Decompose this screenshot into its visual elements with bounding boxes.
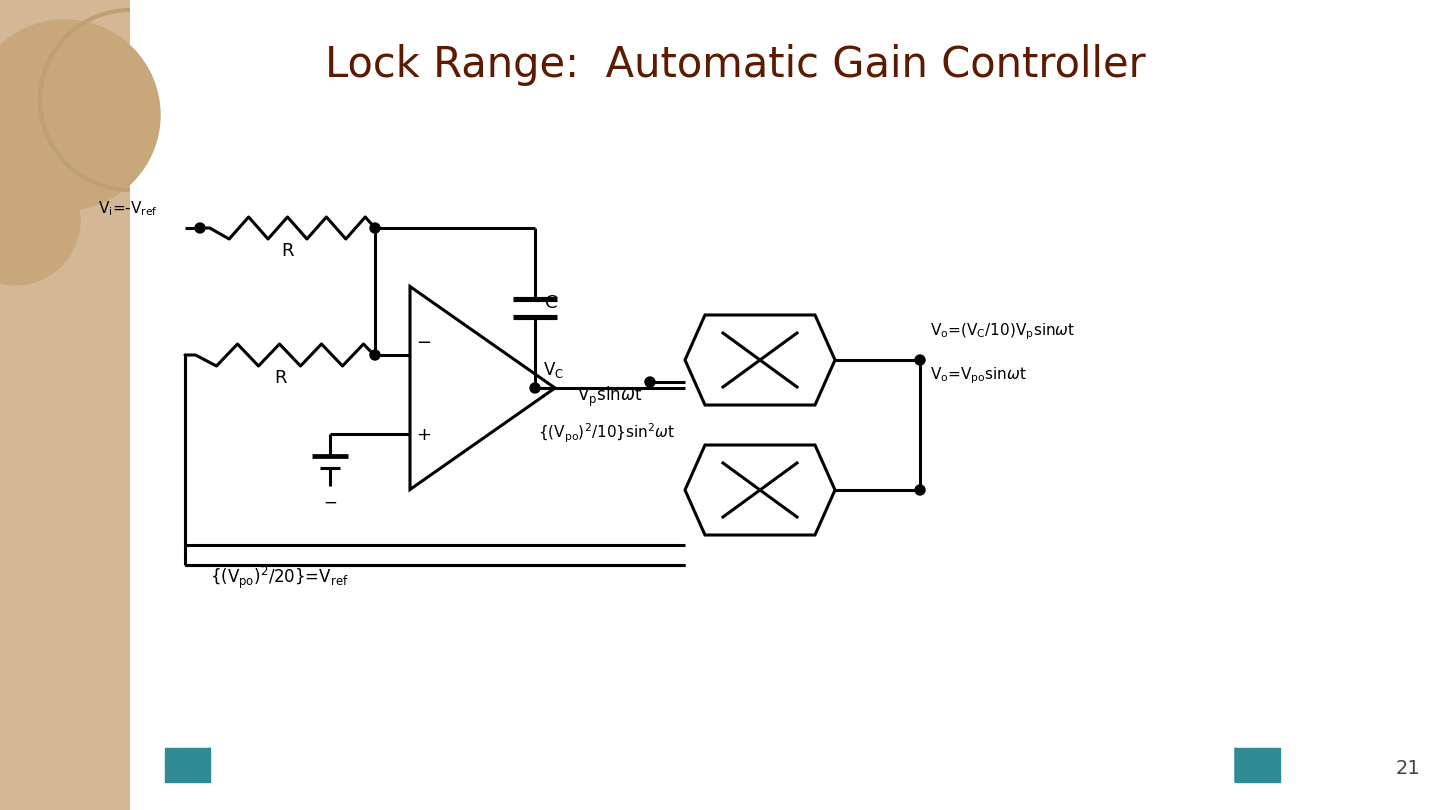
Text: 21: 21: [1395, 758, 1420, 778]
Text: C: C: [544, 294, 557, 312]
Text: R: R: [281, 242, 294, 260]
Text: −: −: [323, 493, 337, 512]
Text: V$_\mathregular{p}$sin$\omega$t: V$_\mathregular{p}$sin$\omega$t: [576, 385, 642, 409]
Text: +: +: [416, 426, 432, 444]
Circle shape: [0, 20, 160, 210]
Text: {(V$_\mathregular{po}$)$^2$/20}=V$_\mathregular{ref}$: {(V$_\mathregular{po}$)$^2$/20}=V$_\math…: [210, 565, 348, 591]
Text: −: −: [416, 335, 432, 352]
Circle shape: [914, 355, 924, 365]
Text: Lock Range:  Automatic Gain Controller: Lock Range: Automatic Gain Controller: [324, 44, 1145, 86]
Text: {(V$_\mathregular{po}$)$^2$/10}sin$^2\omega$t: {(V$_\mathregular{po}$)$^2$/10}sin$^2\om…: [537, 422, 675, 445]
Circle shape: [914, 485, 924, 495]
Circle shape: [0, 155, 81, 285]
Text: V$_\mathregular{o}$=V$_\mathregular{po}$sin$\omega$t: V$_\mathregular{o}$=V$_\mathregular{po}$…: [930, 365, 1027, 386]
Circle shape: [370, 223, 380, 233]
Text: V$_\mathregular{i}$=-V$_\mathregular{ref}$: V$_\mathregular{i}$=-V$_\mathregular{ref…: [98, 199, 158, 218]
Text: R: R: [274, 369, 287, 387]
Circle shape: [194, 223, 204, 233]
Circle shape: [645, 377, 655, 387]
Polygon shape: [1236, 748, 1280, 782]
Text: V$_\mathregular{o}$=(V$_\mathregular{C}$/10)V$_\mathregular{p}$sin$\omega$t: V$_\mathregular{o}$=(V$_\mathregular{C}$…: [930, 322, 1076, 342]
Circle shape: [530, 383, 540, 393]
Polygon shape: [0, 0, 130, 810]
Polygon shape: [1236, 748, 1280, 782]
Text: V$_\mathregular{C}$: V$_\mathregular{C}$: [543, 360, 564, 380]
Circle shape: [370, 350, 380, 360]
Polygon shape: [166, 748, 210, 782]
Polygon shape: [166, 748, 210, 782]
